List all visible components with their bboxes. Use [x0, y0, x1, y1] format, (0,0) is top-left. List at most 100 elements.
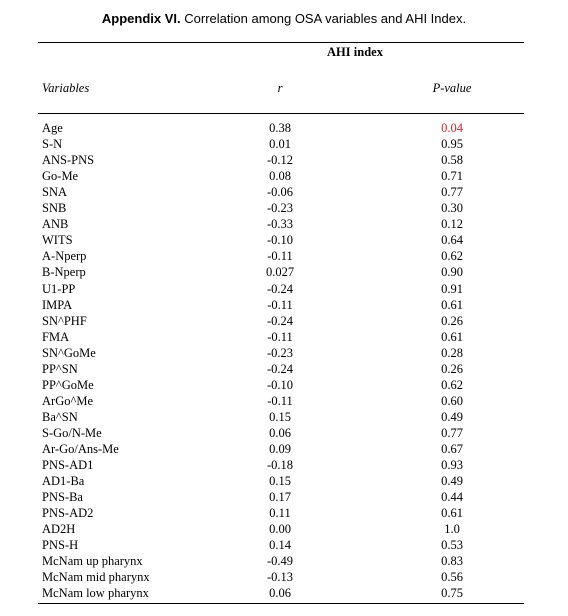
p-value-cell: 0.91 — [441, 281, 463, 296]
p-value-cell: 0.58 — [441, 153, 463, 168]
p-value-cell: 0.49 — [441, 409, 463, 424]
variable-cell: Ar-Go/Ans-Me — [42, 442, 119, 456]
variable-cell: SN^GoMe — [42, 345, 96, 360]
p-value-cell: 0.56 — [441, 570, 463, 585]
r-cell: -0.23 — [266, 201, 294, 216]
p-value-cell: 0.60 — [441, 393, 463, 408]
variable-cell: ArGo^Me — [42, 393, 93, 408]
title-text: Correlation among OSA variables and AHI … — [184, 11, 467, 26]
p-value-cell: 0.28 — [441, 345, 463, 360]
variable-cell: SN^PHF — [42, 313, 87, 328]
column-header: r — [277, 81, 283, 95]
p-value-cell: 0.71 — [441, 169, 463, 184]
r-cell: 0.15 — [269, 474, 291, 489]
variable-cell: A-Nperp — [42, 249, 87, 264]
r-cell: 0.027 — [265, 265, 295, 280]
p-value-cell: 0.61 — [441, 297, 463, 312]
column-header: P-value — [432, 81, 472, 95]
r-cell: -0.11 — [267, 249, 293, 264]
p-value-cell: 0.83 — [441, 554, 463, 569]
p-value-cell: 0.26 — [441, 361, 463, 376]
p-value-cell: 0.93 — [441, 458, 463, 473]
p-value-cell: 0.61 — [441, 506, 463, 521]
variable-cell: SNB — [42, 201, 67, 216]
r-cell: -0.24 — [266, 361, 294, 376]
variable-cell: PP^SN — [42, 361, 78, 376]
p-value-cell: 0.95 — [441, 137, 463, 152]
r-cell: -0.12 — [266, 153, 294, 168]
r-cell: -0.10 — [266, 233, 294, 248]
variable-cell: McNam mid pharynx — [42, 570, 150, 585]
variable-cell: S-Go/N-Me — [42, 425, 102, 440]
p-value-cell: 0.75 — [441, 586, 463, 601]
variable-cell: ANB — [42, 217, 69, 232]
title-label: Appendix VI. — [101, 11, 181, 26]
variable-cell: PNS-H — [42, 538, 79, 553]
p-value-cell: 0.53 — [441, 538, 463, 553]
r-cell: -0.10 — [266, 377, 294, 392]
p-value-cell: 0.61 — [441, 329, 463, 344]
p-value-cell: 0.44 — [441, 490, 463, 505]
variable-cell: McNam up pharynx — [42, 554, 143, 569]
variable-cell: B-Nperp — [42, 265, 86, 280]
variable-cell: S-N — [42, 137, 63, 152]
r-cell: 0.11 — [269, 506, 291, 521]
r-cell: -0.13 — [266, 570, 294, 585]
r-cell: -0.11 — [267, 297, 293, 312]
p-value-cell: 0.26 — [441, 313, 463, 328]
variable-cell: PNS-AD2 — [42, 506, 94, 521]
r-cell: -0.11 — [267, 329, 293, 344]
p-value-cell: 0.77 — [441, 185, 463, 200]
r-cell: 0.14 — [269, 538, 291, 553]
variable-cell: PNS-Ba — [42, 490, 83, 505]
r-cell: -0.33 — [266, 217, 294, 232]
rule — [38, 42, 524, 43]
rule — [38, 603, 524, 604]
p-value-cell: 0.62 — [441, 377, 463, 392]
p-value-cell: 0.04 — [441, 121, 463, 135]
r-cell: 0.09 — [269, 442, 291, 456]
r-cell: 0.08 — [269, 169, 291, 184]
variable-cell: Ba^SN — [42, 409, 78, 424]
p-value-cell: 0.62 — [441, 249, 463, 264]
rule — [38, 113, 524, 114]
p-value-cell: 0.12 — [441, 217, 463, 232]
p-value-cell: 1.0 — [444, 522, 460, 537]
r-cell: 0.06 — [269, 586, 291, 601]
variable-cell: AD2H — [42, 522, 76, 537]
variable-cell: U1-PP — [42, 281, 76, 296]
r-cell: -0.18 — [266, 458, 294, 473]
variable-cell: Age — [42, 121, 63, 135]
variable-cell: IMPA — [42, 297, 73, 312]
r-cell: 0.06 — [269, 425, 291, 440]
column-header: Variables — [42, 81, 90, 95]
group-header: AHI index — [327, 45, 383, 59]
r-cell: -0.24 — [266, 313, 294, 328]
r-cell: -0.11 — [267, 393, 293, 408]
r-cell: -0.49 — [266, 554, 294, 569]
p-value-cell: 0.49 — [441, 474, 463, 489]
r-cell: -0.06 — [266, 185, 294, 200]
r-cell: 0.38 — [269, 121, 291, 135]
variable-cell: McNam low pharynx — [42, 586, 149, 601]
variable-cell: AD1-Ba — [42, 474, 85, 489]
variable-cell: ANS-PNS — [42, 153, 95, 168]
p-value-cell: 0.64 — [441, 233, 463, 248]
p-value-cell: 0.90 — [441, 265, 463, 280]
r-cell: -0.23 — [266, 345, 294, 360]
variable-cell: Go-Me — [42, 169, 79, 184]
r-cell: 0.15 — [269, 409, 291, 424]
p-value-cell: 0.77 — [441, 425, 463, 440]
variable-cell: PNS-AD1 — [42, 458, 94, 473]
title: Appendix VI. Correlation among OSA varia… — [0, 11, 568, 26]
r-cell: 0.17 — [269, 490, 291, 505]
r-cell: 0.00 — [269, 522, 291, 537]
variable-cell: WITS — [42, 233, 73, 248]
r-cell: -0.24 — [266, 281, 294, 296]
variable-cell: SNA — [42, 185, 68, 200]
variable-cell: PP^GoMe — [42, 377, 94, 392]
variable-cell: FMA — [42, 329, 70, 344]
r-cell: 0.01 — [269, 137, 291, 152]
p-value-cell: 0.67 — [441, 442, 463, 456]
